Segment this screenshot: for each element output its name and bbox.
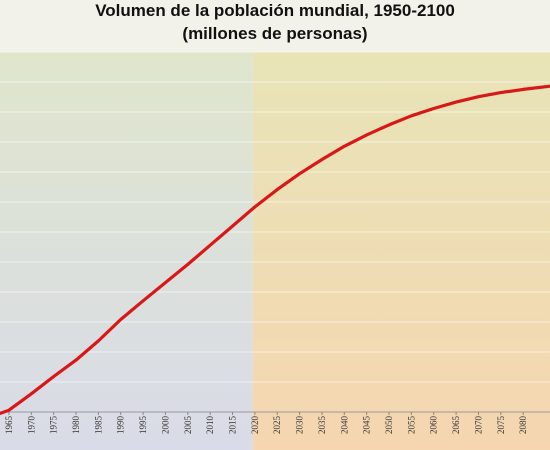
x-tick-label: 2040 <box>339 416 349 435</box>
x-tick-label: 2080 <box>518 416 528 435</box>
x-tick-label: 2060 <box>429 416 439 435</box>
x-tick-label: 2055 <box>406 416 416 435</box>
x-tick-label: 2010 <box>205 416 215 435</box>
chart-subtitle: (millones de personas) <box>182 24 368 43</box>
x-tick-label: 2025 <box>272 416 282 435</box>
x-tick-label: 2045 <box>362 416 372 435</box>
x-tick-label: 1990 <box>116 416 126 435</box>
x-tick-label: 2000 <box>160 416 170 435</box>
x-tick-label: 1965 <box>4 416 14 435</box>
chart-title: Volumen de la población mundial, 1950-21… <box>95 1 455 20</box>
x-tick-label: 2050 <box>384 416 394 435</box>
x-tick-label: 1980 <box>71 416 81 435</box>
x-tick-label: 2075 <box>496 416 506 435</box>
x-tick-label: 2005 <box>183 416 193 435</box>
x-tick-label: 2030 <box>295 416 305 435</box>
population-series-line <box>0 84 550 415</box>
title-block: Volumen de la población mundial, 1950-21… <box>0 0 550 52</box>
x-tick-label: 2015 <box>228 416 238 435</box>
x-tick-label: 2035 <box>317 416 327 435</box>
x-tick-label: 1985 <box>93 416 103 435</box>
x-tick-label: 1995 <box>138 416 148 435</box>
x-tick-label: 2070 <box>473 416 483 435</box>
x-tick-label: 2065 <box>451 416 461 435</box>
x-tick-label: 2020 <box>250 416 260 435</box>
x-tick-label: 1970 <box>26 416 36 435</box>
x-tick-label: 1975 <box>49 416 59 435</box>
